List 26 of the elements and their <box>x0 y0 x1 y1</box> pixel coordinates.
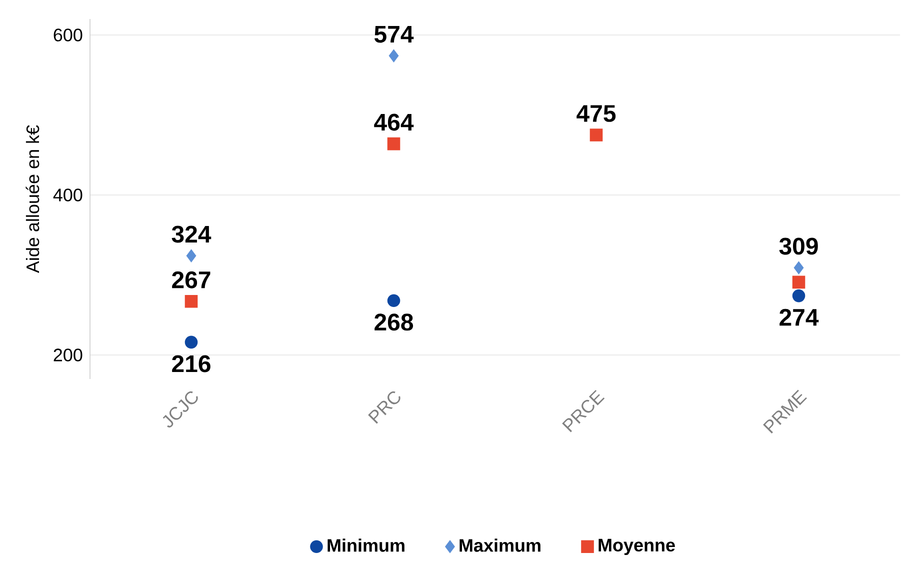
legend-label: Minimum <box>328 538 404 552</box>
data-label: 216 <box>172 355 210 372</box>
data-label: 324 <box>172 226 212 243</box>
y-tick-label: 400 <box>53 188 82 202</box>
y-axis-title: Aide allouée en k€ <box>26 125 40 274</box>
data-label: 464 <box>374 114 414 131</box>
legend-label: Maximum <box>460 538 540 552</box>
data-label: 267 <box>172 271 210 288</box>
point <box>388 49 399 62</box>
point <box>590 128 603 142</box>
data-label: 309 <box>779 238 818 255</box>
point <box>387 294 400 308</box>
data-label: 475 <box>576 105 616 122</box>
y-tick-label: 600 <box>54 28 82 42</box>
point <box>184 336 198 349</box>
y-tick-label: 200 <box>54 348 82 362</box>
point <box>794 261 804 274</box>
point <box>792 289 806 302</box>
data-label: 274 <box>780 308 819 326</box>
point <box>184 295 198 308</box>
data-label: 268 <box>374 314 414 331</box>
point <box>186 249 196 262</box>
legend-label: Moyenne <box>598 538 675 556</box>
point <box>387 137 400 150</box>
point <box>792 276 806 289</box>
data-label: 574 <box>374 26 414 43</box>
